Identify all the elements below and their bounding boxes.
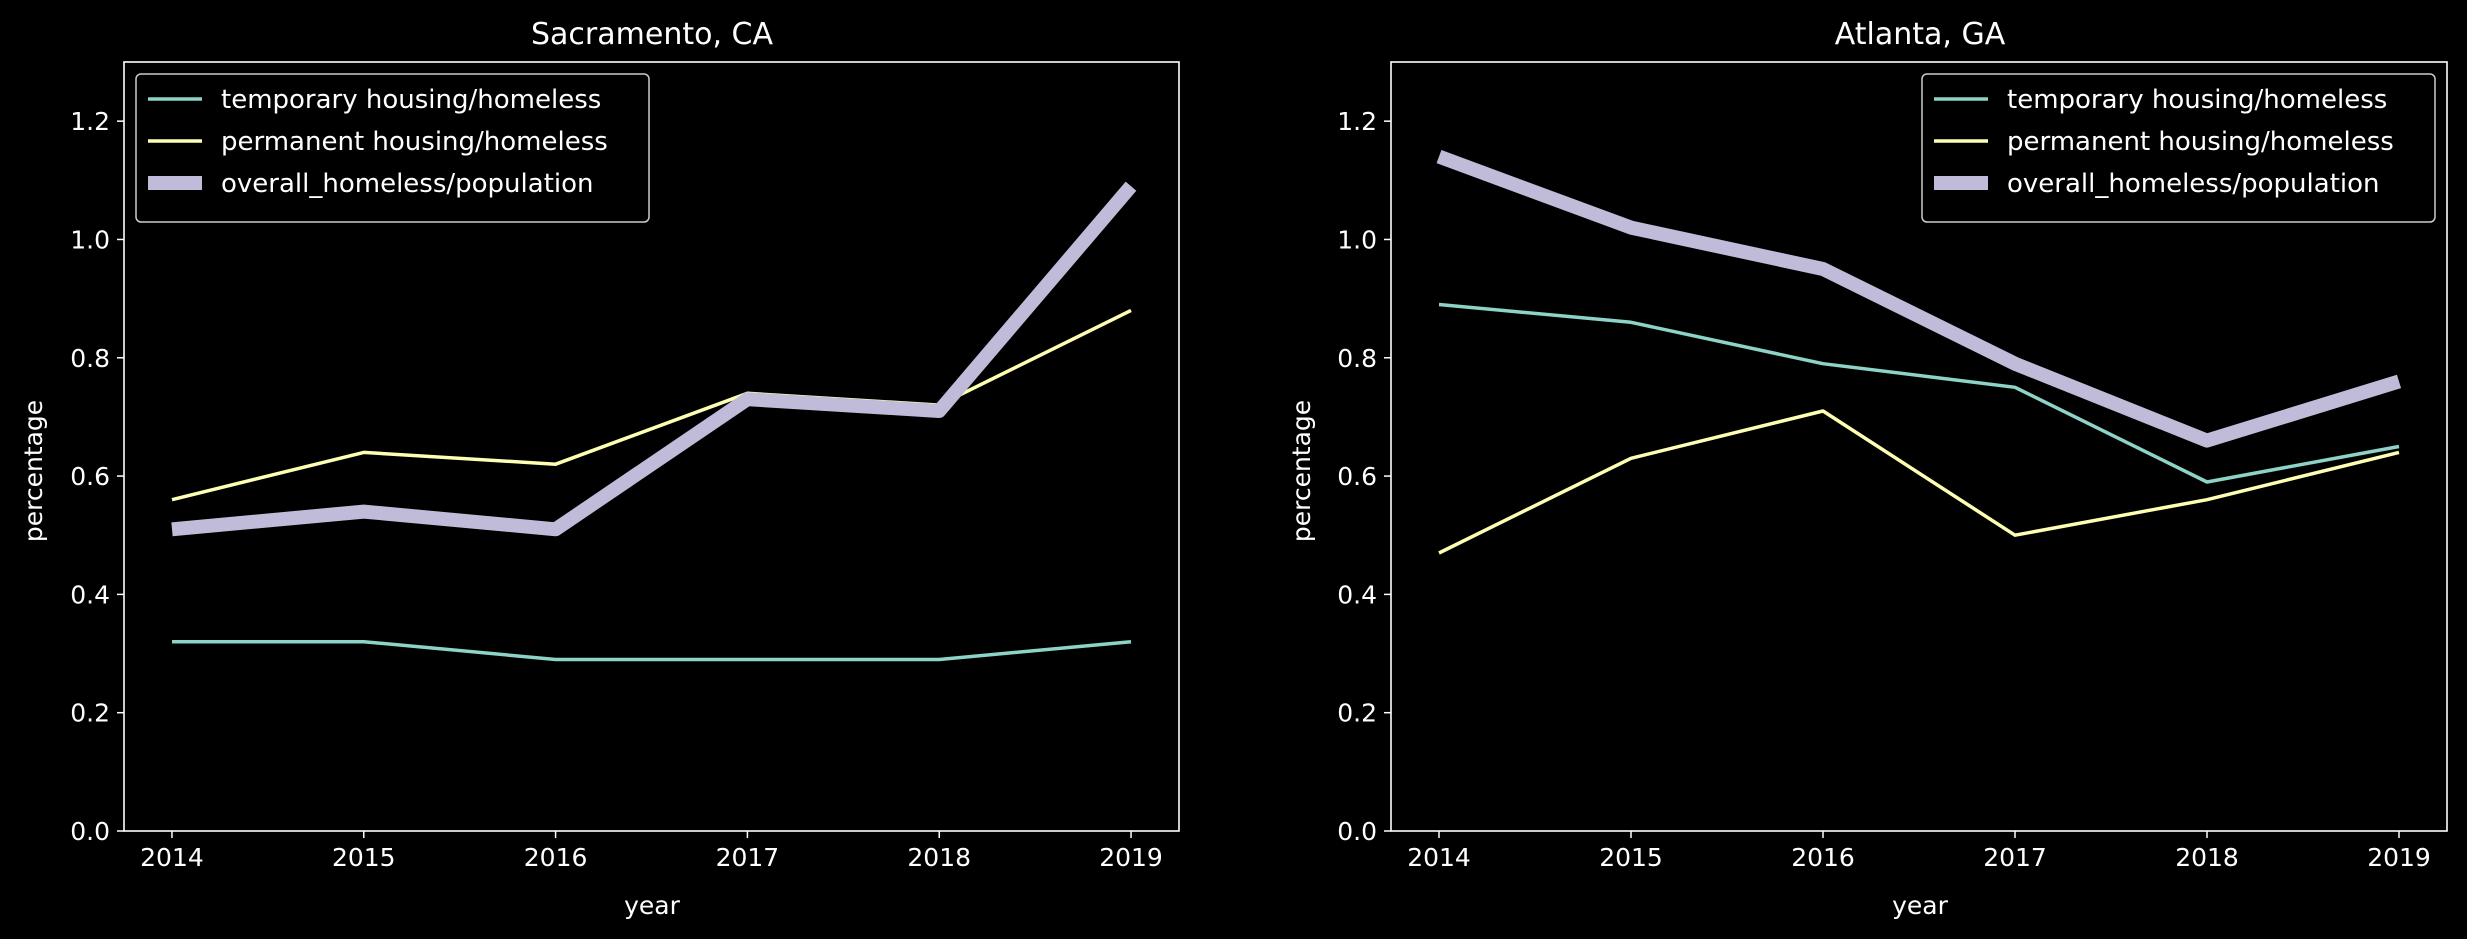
chart-title: Sacramento, CA xyxy=(531,17,773,52)
legend: temporary housing/homeless permanent hous… xyxy=(135,73,650,223)
x-tick-label: 2018 xyxy=(2175,843,2239,872)
x-tick-label: 2016 xyxy=(1791,843,1855,872)
series-line-1 xyxy=(1438,302,2400,484)
legend-label: overall_homeless/population xyxy=(2007,169,2380,199)
x-axis-label: year xyxy=(624,891,680,920)
y-tick-label: 0.0 xyxy=(70,817,110,846)
axes-frame xyxy=(123,61,1180,832)
series-line-3 xyxy=(1436,150,2402,448)
series-line-1 xyxy=(172,639,1132,662)
y-tick-label: 0.2 xyxy=(1337,699,1377,728)
atlanta-chart: Atlanta, GA year percentage 0.0 0.2 0.4 0.6… xyxy=(1287,17,2448,920)
legend-box xyxy=(135,73,650,223)
plot-area: 0.0 0.2 0.4 0.6 0.8 1.0 1.2 2014 2015 2016 2017 201… xyxy=(70,61,1180,872)
x-tick-label: 2017 xyxy=(1983,843,2047,872)
series-line-2 xyxy=(171,308,1132,502)
y-tick-label: 0.8 xyxy=(70,344,110,373)
x-tick-label: 2014 xyxy=(1407,843,1471,872)
y-tick-label: 0.4 xyxy=(70,580,110,609)
x-tick-label: 2015 xyxy=(1599,843,1663,872)
sacramento-chart: Sacramento, CA year percentage 0.0 0.2 0.4… xyxy=(19,17,1180,920)
legend-box xyxy=(1921,73,2436,223)
x-axis-label: year xyxy=(1892,891,1948,920)
x-tick-label: 2019 xyxy=(2367,843,2431,872)
x-tick-label: 2015 xyxy=(332,843,396,872)
legend-label: permanent housing/homeless xyxy=(221,127,608,157)
series-line-2 xyxy=(1438,409,2400,555)
y-tick-label: 0.0 xyxy=(1337,817,1377,846)
legend-label: temporary housing/homeless xyxy=(221,85,601,115)
y-tick-label: 0.2 xyxy=(70,699,110,728)
y-tick-label: 1.2 xyxy=(70,107,110,136)
y-tick-label: 0.8 xyxy=(1337,344,1377,373)
legend: temporary housing/homeless permanent hous… xyxy=(1921,73,2436,223)
x-tick-label: 2014 xyxy=(140,843,204,872)
x-tick-label: 2018 xyxy=(907,843,971,872)
y-tick-label: 0.6 xyxy=(1337,462,1377,491)
axes-frame xyxy=(1390,61,2448,832)
legend-label: overall_homeless/population xyxy=(221,169,594,199)
y-axis-label: percentage xyxy=(19,400,48,542)
x-tick-label: 2016 xyxy=(524,843,588,872)
x-tick-label: 2017 xyxy=(716,843,780,872)
series-line-3 xyxy=(171,181,1137,537)
plot-area: 0.0 0.2 0.4 0.6 0.8 1.0 1.2 2014 2015 2016 2017 201… xyxy=(1337,61,2448,872)
y-tick-label: 1.0 xyxy=(1337,225,1377,254)
x-tick-label: 2019 xyxy=(1099,843,1163,872)
y-tick-label: 0.4 xyxy=(1337,580,1377,609)
y-tick-label: 0.6 xyxy=(70,462,110,491)
y-tick-label: 1.0 xyxy=(70,225,110,254)
legend-label: permanent housing/homeless xyxy=(2007,127,2394,157)
y-axis-label: percentage xyxy=(1287,400,1316,542)
y-tick-label: 1.2 xyxy=(1337,107,1377,136)
legend-label: temporary housing/homeless xyxy=(2007,85,2387,115)
chart-title: Atlanta, GA xyxy=(1835,17,2006,52)
